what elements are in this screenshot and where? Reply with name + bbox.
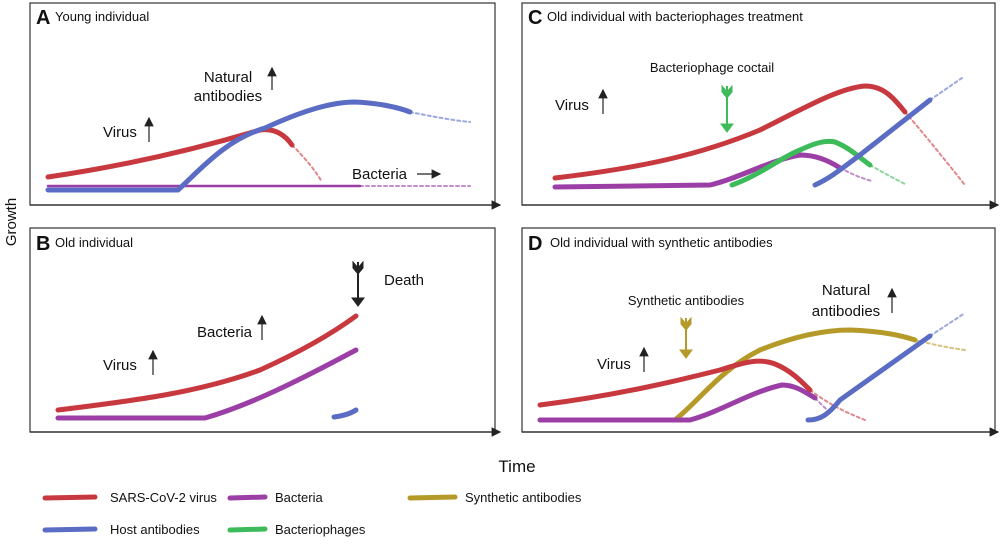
virus-curve [552, 83, 908, 181]
label-virus: Virus [555, 97, 589, 114]
label-natural-antibodies-2: antibodies [812, 303, 880, 320]
label-virus: Virus [597, 356, 631, 373]
panel-title: Old individual [55, 235, 133, 250]
synthetic-antibodies-arrow-icon [679, 316, 693, 359]
panel-letter: D [528, 233, 542, 255]
bacteriophage-arrow-icon [720, 84, 734, 133]
panel-d: D Old individual with synthetic antibodi… [521, 227, 1000, 437]
legend-item-bacteriophages: Bacteriophages [227, 522, 366, 537]
label-bacteriophage-cocktail: Bacteriophage coctail [650, 60, 774, 75]
label-virus: Virus [103, 357, 137, 374]
label-virus: Virus [103, 124, 137, 141]
virus-curve [537, 358, 813, 408]
label-death: Death [384, 272, 424, 289]
svg-text:Host antibodies: Host antibodies [110, 522, 200, 537]
panel-b: B Old individual Virus Bacteria Death [29, 227, 502, 437]
svg-text:Bacteriophages: Bacteriophages [275, 522, 366, 537]
bacteria-curve [537, 382, 818, 423]
death-arrow-icon [351, 260, 365, 307]
synthetic-antibodies-curve [537, 327, 918, 423]
legend-item-host-antibodies: Host antibodies [42, 522, 200, 537]
panel-letter: C [528, 7, 542, 29]
virus-curve [55, 313, 359, 413]
label-bacteria: Bacteria [197, 324, 253, 341]
host-antibodies-curve [805, 333, 933, 423]
panel-title: Young individual [55, 9, 149, 24]
bacteria-curve [55, 347, 359, 421]
legend-item-bacteria: Bacteria [227, 490, 323, 505]
svg-text:Synthetic antibodies: Synthetic antibodies [465, 490, 582, 505]
legend: SARS-CoV-2 virus Bacteria Synthetic anti… [42, 490, 582, 537]
label-synthetic-antibodies: Synthetic antibodies [628, 293, 745, 308]
label-natural-antibodies-2: antibodies [194, 88, 262, 105]
panel-title: Old individual with synthetic antibodies [550, 235, 773, 250]
y-axis-label: Growth [3, 198, 20, 246]
virus-curve [45, 127, 295, 180]
legend-item-synthetic-antibodies: Synthetic antibodies [407, 490, 582, 505]
svg-text:SARS-CoV-2 virus: SARS-CoV-2 virus [110, 490, 217, 505]
label-natural-antibodies: Natural [204, 69, 252, 86]
panel-letter: B [36, 233, 50, 255]
host-antibodies-curve [45, 99, 413, 193]
host-antibodies-curve [331, 407, 359, 420]
host-antibodies-curve [812, 97, 933, 188]
svg-text:Bacteria: Bacteria [275, 490, 323, 505]
panel-letter: A [36, 7, 50, 29]
bacteria-curve [552, 152, 843, 190]
label-natural-antibodies: Natural [822, 282, 870, 299]
label-bacteria: Bacteria [352, 166, 408, 183]
panel-c: C Old individual with bacteriophages tre… [521, 2, 1000, 210]
x-axis-label: Time [498, 457, 535, 476]
panel-title: Old individual with bacteriophages treat… [547, 9, 803, 24]
panel-a: A Young individual Natural Virus Bacteri… [29, 2, 502, 210]
legend-item-virus: SARS-CoV-2 virus [42, 490, 217, 505]
bacteriophages-curve [729, 138, 873, 188]
